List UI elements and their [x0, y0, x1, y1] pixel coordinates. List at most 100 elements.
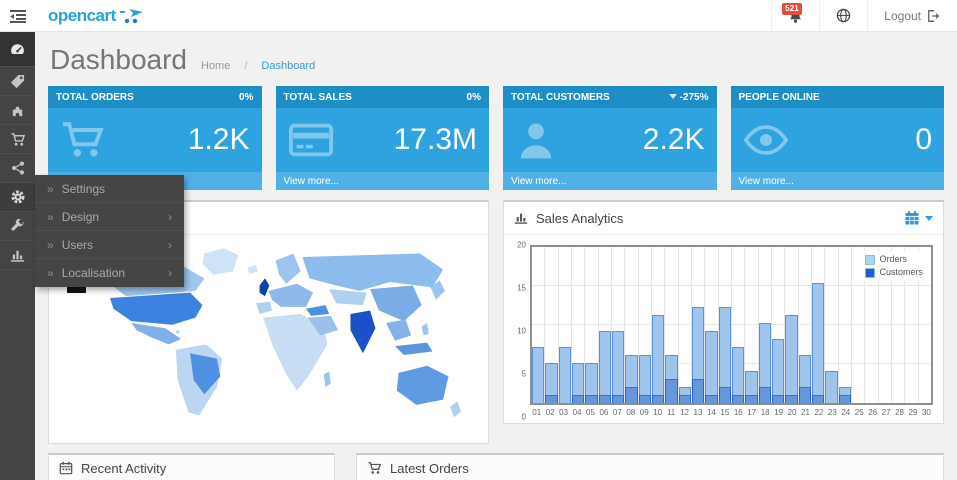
logout-label: Logout [884, 8, 921, 23]
chart-bar-slot [665, 247, 679, 403]
tools-wrench-icon [11, 218, 24, 231]
customers-bar [771, 395, 785, 403]
customers-bar [758, 387, 771, 403]
chart-bar-slot [758, 247, 772, 403]
orders-bar [598, 331, 611, 403]
sidebar-item-dashboard[interactable] [0, 32, 35, 67]
language-button[interactable] [819, 0, 867, 31]
y-tick-label: 0 [521, 412, 526, 422]
chart-bar-slot [532, 247, 546, 403]
x-tick-label: 27 [881, 408, 891, 417]
tile-title: TOTAL CUSTOMERS [511, 91, 610, 103]
x-tick-label: 04 [572, 408, 582, 417]
date-range-button[interactable] [904, 210, 933, 226]
logout-button[interactable]: Logout [867, 0, 957, 31]
cart-icon [368, 462, 382, 474]
breadcrumb-current[interactable]: Dashboard [261, 60, 316, 72]
x-tick-label: 10 [653, 408, 663, 417]
sidebar-item-sales[interactable] [0, 125, 35, 154]
sidebar-toggle-button[interactable] [0, 0, 35, 32]
x-tick-label: 07 [612, 408, 622, 417]
sidebar-item-catalog[interactable] [0, 67, 35, 96]
sidebar-item-system[interactable] [0, 183, 35, 212]
notifications-button[interactable]: 521 [771, 0, 819, 31]
sidebar-item-extensions[interactable] [0, 96, 35, 125]
logo-text: opencart [48, 5, 116, 25]
tile-body: 17.3M [275, 108, 489, 172]
x-tick-label: 19 [774, 408, 784, 417]
y-tick-label: 5 [521, 369, 526, 379]
notifications-badge: 521 [782, 3, 802, 15]
tile-total-sales: TOTAL SALES 0% 17.3M View more... [275, 86, 489, 190]
tile-total-customers: TOTAL CUSTOMERS -275% 2.2K View more... [503, 86, 717, 190]
chart-bar-slot [745, 247, 759, 403]
calendar-icon [59, 461, 73, 475]
tile-view-more-link[interactable]: View more... [730, 172, 944, 190]
chart-bar-slot [571, 247, 586, 403]
x-tick-label: 26 [868, 408, 878, 417]
opencart-logo[interactable]: opencart [48, 6, 145, 26]
system-flyout-menu: Settings › Design › Users › Localisation… [35, 175, 184, 287]
tile-title: TOTAL ORDERS [56, 91, 134, 103]
tile-header: TOTAL SALES 0% [275, 86, 489, 108]
recent-activity-header: Recent Activity [49, 455, 334, 480]
world-map-svg [84, 248, 461, 418]
calendar-icon [905, 211, 919, 225]
sidebar-item-tools[interactable] [0, 212, 35, 241]
tile-value: 0 [915, 123, 932, 156]
flyout-item-design[interactable]: Design › [35, 203, 184, 231]
sidebar-item-reports[interactable] [0, 241, 35, 270]
chart-bar-slot [545, 247, 559, 403]
tile-title: TOTAL SALES [283, 91, 352, 103]
page-title: Dashboard [50, 44, 187, 75]
flyout-item-users[interactable]: Users › [35, 231, 184, 259]
tile-total-orders: TOTAL ORDERS 0% 1.2K View more... [48, 86, 262, 190]
sales-cart-icon [10, 132, 25, 146]
x-tick-label: 17 [747, 408, 757, 417]
chart-x-axis: 01 02 03 04 05 06 07 08 09 10 11 12 13 14 15 16 17 18 19 20… [530, 408, 933, 417]
legend-customers: Customers [865, 266, 923, 279]
x-tick-label: 06 [599, 408, 609, 417]
flyout-item-settings[interactable]: Settings › [35, 175, 184, 203]
chart-bar-slot [625, 247, 639, 403]
world-map[interactable] [49, 235, 488, 443]
x-tick-label: 20 [787, 408, 797, 417]
orders-bar [638, 355, 651, 403]
chart-bar-slot [811, 247, 826, 403]
x-tick-label: 11 [666, 408, 676, 417]
breadcrumb-home[interactable]: Home [200, 60, 231, 72]
tile-view-more-link[interactable]: View more... [275, 172, 489, 190]
tile-value: 2.2K [642, 123, 705, 156]
chart-bar-slot [865, 247, 879, 403]
breadcrumb-separator: / [244, 60, 248, 72]
customers-bar [705, 395, 718, 403]
main-content: Dashboard Home / Dashboard TOTAL ORDERS … [35, 32, 957, 480]
customers-bar [798, 387, 811, 403]
tile-view-more-link[interactable]: View more... [503, 172, 717, 190]
legend-orders: Orders [865, 253, 923, 266]
chart-plot[interactable]: Orders Customers [530, 245, 933, 405]
sales-analytics-header: Sales Analytics [504, 202, 943, 235]
chart-bar-slot [892, 247, 906, 403]
customers-bar [625, 387, 638, 403]
view-more-label: View more... [738, 175, 794, 187]
flyout-item-localisation[interactable]: Localisation › [35, 259, 184, 287]
flyout-item-label: Design [61, 209, 100, 224]
stat-tiles: TOTAL ORDERS 0% 1.2K View more... [48, 86, 944, 190]
world-map-panel [48, 200, 489, 444]
chart-bar-slot [879, 247, 892, 403]
customers-bar [691, 379, 705, 403]
caret-down-icon [668, 94, 677, 100]
chart-bar-slot [611, 247, 626, 403]
x-tick-label: 22 [814, 408, 824, 417]
x-tick-label: 14 [706, 408, 716, 417]
y-tick-label: 15 [517, 283, 526, 293]
caret-down-icon [925, 215, 933, 221]
dashboard-panels-row: Sales Analytics [48, 200, 944, 444]
menu-toggle-icon [9, 9, 26, 23]
x-tick-label: 13 [693, 408, 703, 417]
sidebar-item-marketing[interactable] [0, 154, 35, 183]
system-gear-icon [11, 190, 24, 204]
tile-header: TOTAL CUSTOMERS -275% [503, 86, 717, 108]
x-tick-label: 09 [639, 408, 649, 417]
